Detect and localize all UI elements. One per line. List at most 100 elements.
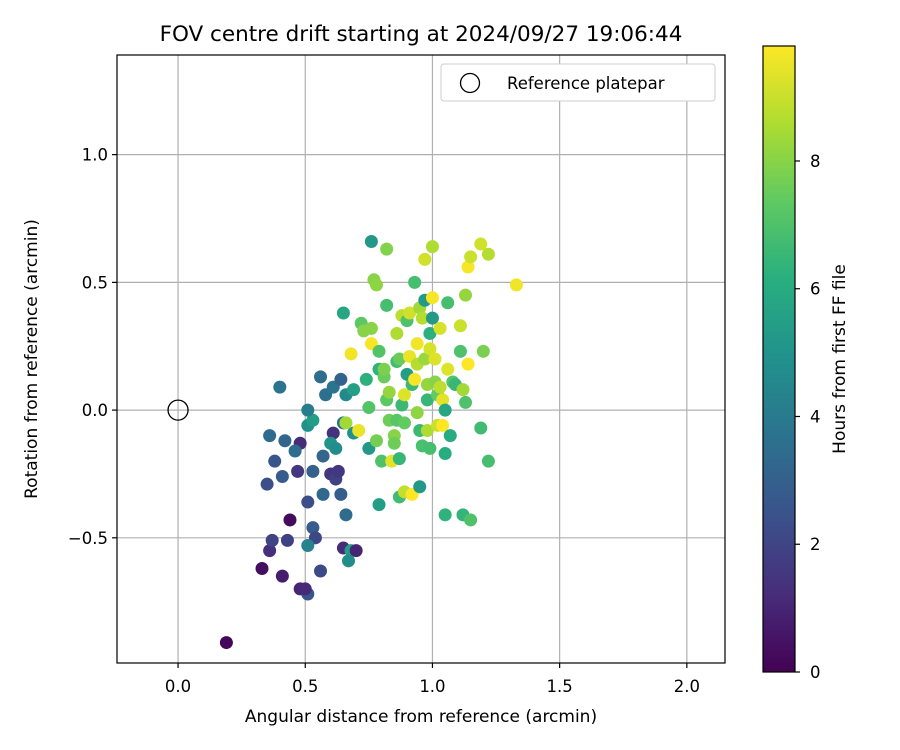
data-point	[420, 393, 434, 407]
data-point	[306, 521, 320, 535]
colorbar-tick-label: 4	[810, 407, 821, 426]
data-point	[456, 383, 470, 397]
data-point	[263, 429, 277, 443]
data-point	[344, 347, 358, 361]
colorbar-tick-label: 6	[810, 280, 821, 299]
data-point	[476, 344, 490, 358]
data-point	[418, 252, 432, 266]
data-point	[438, 447, 452, 461]
x-tick-label: 2.0	[674, 677, 700, 696]
data-point	[428, 352, 442, 366]
data-point	[349, 544, 363, 558]
data-point	[341, 554, 355, 568]
data-point	[339, 508, 353, 522]
data-point	[425, 240, 439, 254]
data-point	[301, 403, 315, 417]
data-point	[283, 513, 297, 527]
data-point	[219, 636, 233, 650]
data-point	[375, 454, 389, 468]
data-point	[314, 564, 328, 578]
data-point	[464, 250, 478, 264]
data-point	[301, 538, 315, 552]
data-point	[380, 242, 394, 256]
data-point	[369, 434, 383, 448]
data-point	[334, 487, 348, 501]
data-point	[369, 278, 383, 292]
data-point	[255, 561, 269, 575]
data-point	[397, 388, 411, 402]
data-point	[433, 321, 447, 335]
data-point	[377, 362, 391, 376]
data-point	[372, 344, 386, 358]
data-point	[387, 436, 401, 450]
x-tick-label: 0.5	[292, 677, 318, 696]
legend: Reference platepar	[440, 63, 716, 102]
data-point	[275, 470, 289, 484]
data-point	[268, 454, 282, 468]
data-point	[474, 237, 488, 251]
data-point	[372, 498, 386, 512]
data-point	[395, 398, 409, 412]
data-point	[314, 370, 328, 384]
data-point	[397, 416, 411, 430]
data-point	[336, 306, 350, 320]
data-point	[403, 306, 417, 320]
data-point	[464, 513, 478, 527]
legend-marker-reference	[459, 72, 481, 94]
reference-platepar-point	[167, 399, 189, 421]
data-point	[410, 406, 424, 420]
data-point	[481, 454, 495, 468]
x-axis-label: Angular distance from reference (arcmin)	[245, 707, 597, 727]
data-point	[425, 291, 439, 305]
data-point	[364, 321, 378, 335]
data-point	[392, 452, 406, 466]
colorbar-tick-label: 2	[810, 535, 821, 554]
data-point	[459, 288, 473, 302]
data-point	[425, 311, 439, 325]
data-point	[334, 372, 348, 386]
data-point	[474, 421, 488, 435]
data-point	[265, 533, 279, 547]
y-tick-label: −0.5	[68, 529, 108, 548]
data-point	[326, 426, 340, 440]
data-point	[380, 298, 394, 312]
y-axis-ticks: −0.5 0.0 0.5 1.0	[68, 146, 117, 548]
data-point	[413, 480, 427, 494]
colorbar-gradient	[762, 45, 796, 673]
y-tick-label: 1.0	[82, 146, 108, 165]
data-point	[443, 429, 457, 443]
data-point	[441, 296, 455, 310]
data-point	[423, 441, 437, 455]
data-point	[390, 326, 404, 340]
x-tick-label: 1.5	[547, 677, 573, 696]
y-tick-label: 0.5	[82, 273, 108, 292]
data-point	[291, 464, 305, 478]
data-point	[278, 434, 292, 448]
data-point	[306, 464, 320, 478]
data-point	[415, 311, 429, 325]
data-point	[438, 403, 452, 417]
data-point	[316, 487, 330, 501]
y-tick-label: 0.0	[82, 401, 108, 420]
data-point	[410, 337, 424, 351]
data-point	[509, 278, 523, 292]
data-point	[306, 413, 320, 427]
data-point	[441, 362, 455, 376]
data-point	[288, 444, 302, 458]
data-point	[481, 247, 495, 261]
data-point	[436, 393, 450, 407]
data-point	[364, 234, 378, 248]
data-point	[453, 344, 467, 358]
data-point	[461, 260, 475, 274]
data-point	[280, 533, 294, 547]
data-point	[420, 424, 434, 438]
legend-box	[440, 63, 716, 102]
colorbar-ticks: 0 2 4 6 8	[795, 152, 821, 682]
plot-frame	[116, 54, 726, 664]
data-point	[453, 319, 467, 333]
y-axis-label: Rotation from reference (arcmin)	[22, 219, 42, 499]
data-point	[273, 380, 287, 394]
x-tick-label: 0.0	[165, 677, 191, 696]
data-point	[329, 441, 343, 455]
data-point	[352, 424, 366, 438]
